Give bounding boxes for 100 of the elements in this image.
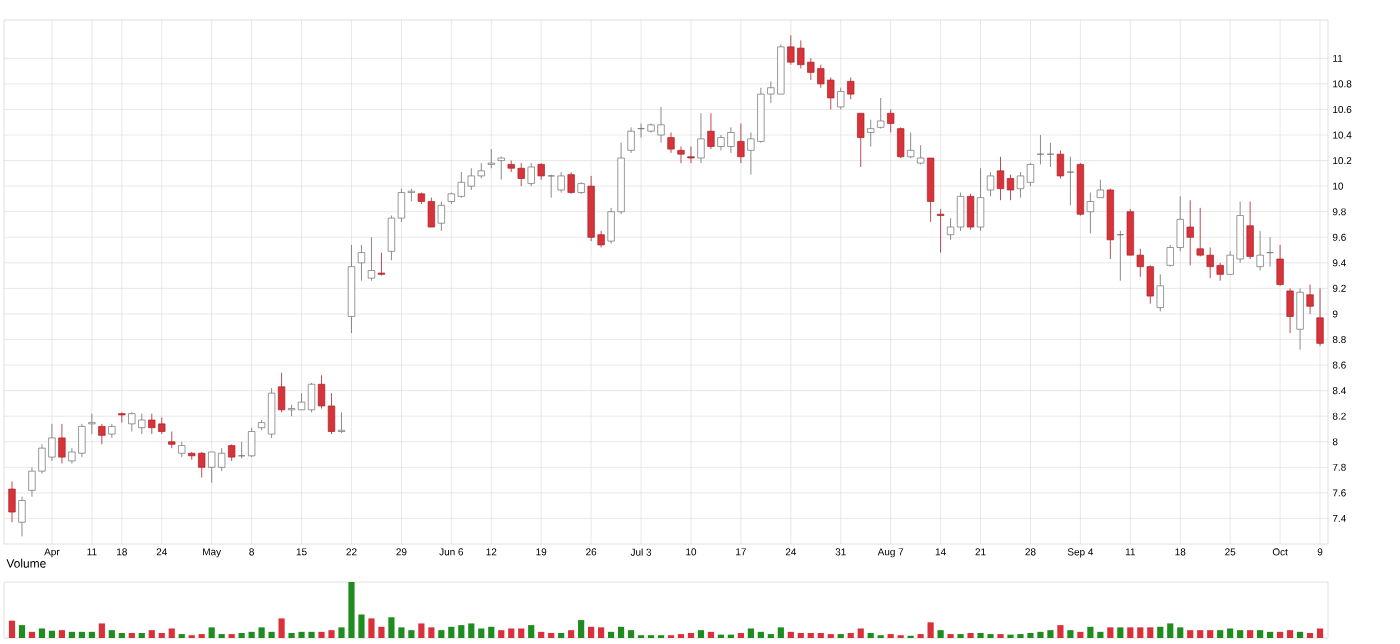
bar bbox=[1167, 623, 1174, 638]
bar bbox=[208, 627, 215, 638]
bar bbox=[1177, 627, 1184, 638]
candlestick bbox=[1306, 284, 1314, 315]
bar bbox=[278, 618, 285, 638]
candlestick bbox=[367, 236, 376, 282]
candlestick bbox=[88, 413, 96, 435]
candlestick bbox=[1296, 287, 1304, 351]
candlestick bbox=[567, 171, 575, 195]
bar bbox=[88, 631, 95, 638]
candlestick bbox=[857, 112, 865, 168]
candlestick bbox=[627, 126, 635, 154]
bar bbox=[498, 630, 505, 638]
candlestick bbox=[847, 77, 855, 100]
candlestick bbox=[897, 126, 905, 159]
bar bbox=[28, 631, 36, 638]
bar bbox=[268, 631, 275, 638]
bar bbox=[78, 631, 85, 638]
bar bbox=[238, 632, 245, 638]
candlestick bbox=[527, 162, 535, 187]
bar bbox=[158, 632, 165, 638]
bar bbox=[548, 632, 555, 638]
candlestick bbox=[976, 167, 985, 232]
bar bbox=[68, 631, 75, 638]
bar bbox=[1097, 631, 1104, 638]
candlestick bbox=[936, 208, 945, 253]
bar bbox=[757, 631, 764, 638]
candlestick bbox=[1276, 244, 1284, 287]
bar bbox=[58, 630, 66, 638]
bar bbox=[1267, 631, 1274, 638]
bar bbox=[168, 628, 175, 638]
bar bbox=[508, 628, 515, 638]
bar bbox=[148, 630, 155, 638]
candlestick bbox=[1156, 273, 1164, 312]
bar bbox=[607, 631, 615, 638]
candlestick bbox=[357, 244, 366, 282]
candlestick bbox=[966, 193, 975, 230]
bar bbox=[428, 627, 435, 638]
bar bbox=[737, 632, 744, 638]
bar bbox=[488, 626, 495, 638]
bar bbox=[458, 625, 465, 638]
bar bbox=[8, 620, 16, 638]
bar bbox=[1296, 631, 1304, 638]
bar bbox=[1197, 630, 1204, 638]
candlestick bbox=[926, 157, 935, 223]
candlestick bbox=[986, 171, 995, 197]
candlestick bbox=[907, 132, 915, 159]
candlestick bbox=[1256, 230, 1264, 271]
bar bbox=[448, 626, 455, 638]
candlestick bbox=[737, 123, 745, 164]
bar bbox=[1137, 627, 1144, 638]
bar bbox=[118, 632, 125, 638]
candlestick bbox=[377, 252, 386, 276]
candlestick bbox=[437, 201, 445, 232]
bar bbox=[538, 631, 545, 638]
bar bbox=[867, 632, 874, 638]
candlestick bbox=[867, 119, 875, 147]
bar bbox=[48, 630, 56, 638]
bar bbox=[1087, 626, 1094, 638]
bar bbox=[1107, 627, 1114, 638]
candlestick bbox=[118, 411, 126, 423]
candlestick bbox=[1056, 149, 1065, 179]
bar bbox=[797, 632, 804, 638]
bar bbox=[967, 632, 974, 638]
bar bbox=[588, 626, 595, 638]
bar bbox=[1067, 630, 1074, 638]
candlestick bbox=[1286, 287, 1294, 334]
bar bbox=[128, 632, 135, 638]
bar bbox=[807, 632, 814, 638]
bar bbox=[598, 627, 605, 638]
bar bbox=[258, 627, 265, 638]
bar bbox=[1077, 631, 1084, 638]
candlestick bbox=[98, 423, 106, 445]
bar bbox=[418, 623, 425, 638]
bar bbox=[747, 628, 754, 638]
candlestick bbox=[487, 148, 495, 169]
bar bbox=[138, 632, 145, 638]
bar bbox=[38, 628, 46, 638]
bar bbox=[108, 630, 115, 638]
bar bbox=[927, 622, 934, 638]
bar bbox=[1157, 626, 1164, 638]
bar bbox=[1257, 630, 1264, 638]
candlestick bbox=[1246, 201, 1254, 260]
bar bbox=[248, 631, 255, 638]
bar bbox=[1117, 627, 1124, 638]
bar bbox=[18, 625, 26, 638]
candlestick bbox=[1066, 156, 1075, 206]
bar bbox=[1127, 627, 1134, 638]
candlestick bbox=[677, 146, 685, 164]
bar bbox=[468, 623, 475, 638]
candlestick bbox=[58, 423, 66, 464]
bar bbox=[1316, 628, 1324, 638]
bar bbox=[787, 631, 794, 638]
candlestick bbox=[1186, 199, 1194, 266]
bar bbox=[98, 623, 105, 638]
candlestick bbox=[18, 496, 26, 537]
candlestick bbox=[1086, 192, 1095, 234]
bar bbox=[518, 628, 525, 638]
bar bbox=[777, 627, 784, 638]
bar bbox=[817, 632, 824, 638]
